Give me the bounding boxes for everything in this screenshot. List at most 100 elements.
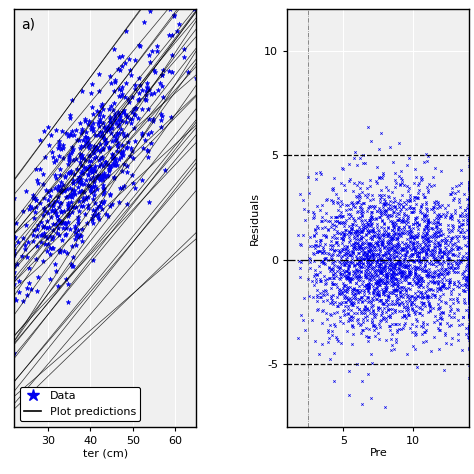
Point: [127, 145, 135, 152]
Point: [69, 179, 76, 186]
Point: [403, 301, 410, 308]
Point: [333, 263, 341, 270]
Point: [327, 214, 335, 221]
Point: [434, 204, 441, 211]
Point: [363, 304, 371, 312]
Point: [441, 239, 448, 246]
Point: [465, 327, 473, 334]
Point: [359, 220, 366, 228]
Point: [344, 284, 351, 292]
Point: [409, 307, 417, 314]
Point: [434, 238, 441, 246]
Point: [352, 229, 360, 237]
Point: [411, 310, 419, 318]
Point: [421, 290, 429, 297]
Point: [465, 227, 473, 234]
Point: [102, 138, 110, 146]
Point: [420, 212, 428, 220]
Point: [89, 148, 97, 155]
Point: [366, 310, 374, 317]
Point: [64, 199, 72, 206]
Point: [465, 287, 473, 295]
Point: [96, 171, 103, 178]
Point: [410, 196, 418, 204]
Point: [456, 211, 464, 219]
Point: [320, 291, 328, 299]
Point: [375, 191, 383, 199]
Point: [381, 206, 388, 213]
Point: [380, 245, 387, 252]
Point: [400, 270, 408, 277]
Point: [108, 120, 116, 128]
Point: [422, 222, 430, 229]
Point: [101, 173, 109, 181]
Point: [354, 231, 361, 239]
Point: [439, 257, 447, 264]
Point: [382, 273, 389, 281]
Point: [453, 259, 461, 266]
Point: [364, 299, 371, 306]
Point: [401, 255, 409, 263]
Point: [406, 262, 414, 269]
Point: [423, 220, 431, 228]
Point: [77, 129, 85, 137]
Point: [339, 259, 347, 266]
Point: [86, 182, 93, 190]
Point: [91, 207, 99, 215]
Point: [101, 158, 109, 166]
Point: [391, 219, 399, 226]
Point: [370, 252, 377, 260]
Point: [345, 276, 353, 283]
Point: [372, 252, 380, 260]
Point: [323, 275, 330, 283]
Point: [465, 269, 473, 277]
Point: [316, 237, 324, 244]
Point: [106, 125, 113, 133]
Point: [111, 155, 118, 162]
Point: [388, 274, 396, 282]
Point: [349, 200, 357, 208]
Point: [413, 252, 420, 260]
Point: [44, 197, 51, 204]
Point: [343, 274, 351, 282]
Point: [314, 249, 321, 256]
Point: [405, 228, 413, 236]
Point: [432, 231, 440, 238]
Point: [150, 89, 158, 97]
Point: [329, 251, 337, 258]
Point: [373, 284, 381, 292]
Point: [370, 321, 377, 329]
Point: [391, 230, 399, 238]
Point: [363, 275, 371, 283]
Point: [398, 270, 406, 277]
Point: [318, 319, 326, 327]
Point: [424, 309, 431, 316]
Point: [338, 164, 346, 172]
Point: [432, 228, 440, 236]
Point: [372, 263, 380, 270]
Point: [465, 257, 473, 264]
Point: [392, 212, 400, 220]
Point: [392, 307, 399, 314]
Point: [352, 203, 359, 211]
Point: [330, 261, 338, 269]
Point: [386, 254, 393, 262]
Point: [317, 275, 324, 283]
Point: [371, 272, 379, 279]
Point: [365, 325, 373, 332]
Point: [394, 229, 401, 237]
Point: [352, 227, 359, 235]
Point: [78, 187, 86, 194]
Point: [409, 342, 417, 349]
Point: [357, 329, 365, 337]
Point: [363, 207, 371, 214]
Point: [385, 255, 393, 263]
Point: [36, 199, 44, 207]
Point: [412, 322, 420, 330]
Point: [386, 306, 394, 313]
Point: [447, 302, 454, 310]
Point: [106, 191, 114, 199]
Point: [464, 205, 471, 212]
Point: [67, 190, 75, 198]
Point: [392, 335, 400, 343]
